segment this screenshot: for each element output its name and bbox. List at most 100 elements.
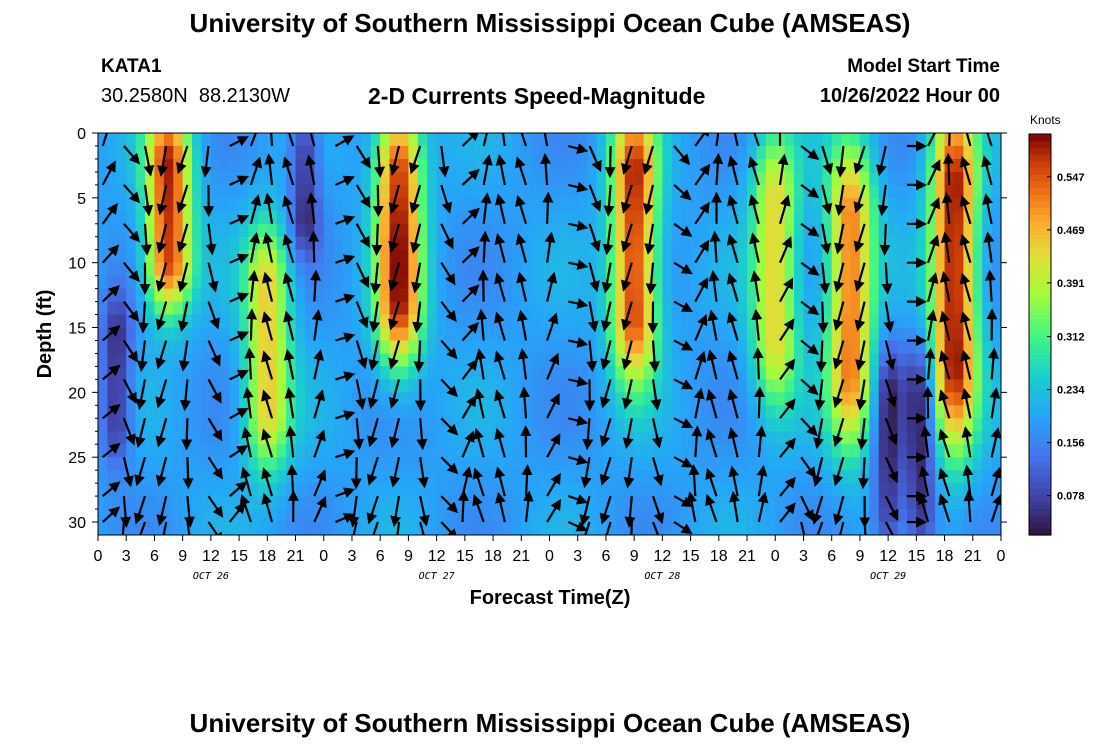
heatmap-cell — [963, 301, 974, 316]
heatmap-cell — [342, 236, 353, 251]
heatmap-cell — [446, 314, 457, 329]
heatmap-cell — [295, 223, 306, 238]
heatmap-cell — [577, 444, 588, 458]
current-arrow — [729, 490, 740, 523]
current-arrow — [249, 156, 263, 186]
colorbar-swatch — [1029, 408, 1051, 416]
current-arrow — [388, 262, 401, 292]
heatmap-cell — [540, 366, 551, 380]
current-arrow — [440, 495, 459, 514]
heatmap-cell — [276, 223, 287, 238]
heatmap-cell — [427, 249, 438, 264]
colorbar-swatch — [1029, 421, 1051, 429]
heatmap-cell — [784, 496, 795, 510]
heatmap-cell — [107, 223, 118, 238]
heatmap-cell — [351, 522, 362, 535]
current-arrow — [102, 404, 121, 420]
heatmap-cell — [370, 483, 381, 497]
heatmap-cell — [427, 210, 438, 225]
heatmap-cell — [925, 366, 936, 380]
current-arrow — [270, 133, 274, 147]
heatmap-cell — [549, 418, 560, 432]
heatmap-cell — [370, 236, 381, 251]
heatmap-cell — [549, 340, 560, 355]
heatmap-cell — [408, 353, 419, 368]
heatmap-cell — [116, 444, 127, 458]
heatmap-cell — [163, 470, 174, 484]
heatmap-cell — [605, 392, 616, 406]
heatmap-cell — [521, 457, 532, 471]
heatmap-cell — [493, 379, 504, 393]
heatmap-cell — [634, 392, 645, 406]
current-arrow — [927, 272, 939, 302]
heatmap-cell — [794, 470, 805, 484]
heatmap-cell — [370, 444, 381, 458]
heatmap-cell — [474, 353, 485, 368]
heatmap-cell — [333, 522, 344, 535]
heatmap-cell — [267, 145, 278, 160]
x-tick-label: 9 — [855, 548, 864, 565]
heatmap-cell — [662, 314, 673, 329]
x-tick-label: 3 — [122, 548, 131, 565]
heatmap-cell — [483, 444, 494, 458]
heatmap-cell — [474, 314, 485, 329]
heatmap-cell — [417, 418, 428, 432]
heatmap-cell — [944, 392, 955, 406]
heatmap-cell — [361, 249, 372, 264]
heatmap-cell — [116, 197, 127, 212]
heatmap-cell — [417, 379, 428, 393]
current-arrow — [102, 364, 121, 381]
current-arrow — [875, 145, 887, 177]
heatmap-cell — [624, 405, 635, 419]
heatmap-cell — [841, 353, 852, 368]
heatmap-cell — [662, 171, 673, 186]
current-arrow — [313, 469, 327, 497]
heatmap-cell — [135, 197, 146, 212]
heatmap-cell — [953, 223, 964, 238]
current-arrow — [207, 495, 224, 518]
current-arrow — [520, 133, 528, 147]
heatmap-cell — [897, 522, 908, 535]
heatmap-cell — [831, 288, 842, 303]
heatmap-cell — [116, 405, 127, 419]
heatmap-cell — [906, 418, 917, 432]
heatmap-cell — [210, 340, 221, 355]
heatmap-cell — [502, 210, 513, 225]
heatmap-cell — [483, 145, 494, 160]
heatmap-cell — [549, 327, 560, 342]
heatmap-cell — [605, 522, 616, 535]
heatmap-cell — [558, 509, 569, 523]
heatmap-cell — [220, 327, 231, 342]
current-arrow — [835, 145, 847, 178]
heatmap-cell — [239, 314, 250, 329]
heatmap-cell — [869, 210, 880, 225]
heatmap-cell — [568, 249, 579, 264]
heatmap-cell — [822, 340, 833, 355]
heatmap-cell — [812, 444, 823, 458]
heatmap-cell — [304, 171, 315, 186]
heatmap-cell — [257, 327, 268, 342]
colorbar-swatch — [1029, 468, 1051, 476]
current-arrow — [694, 133, 711, 147]
heatmap-cell — [220, 340, 231, 355]
heatmap-cell — [135, 314, 146, 329]
heatmap-cell — [972, 444, 983, 458]
heatmap-cell — [972, 249, 983, 264]
current-arrow — [706, 349, 718, 380]
heatmap-cell — [399, 444, 410, 458]
heatmap-cell — [474, 133, 485, 147]
heatmap-cell — [427, 405, 438, 419]
heatmap-cell — [229, 314, 240, 329]
heatmap-cell — [380, 379, 391, 393]
heatmap-cell — [248, 262, 259, 277]
heatmap-cell — [756, 379, 767, 393]
heatmap-cell — [361, 184, 372, 199]
heatmap-cell — [399, 457, 410, 471]
current-arrow — [543, 133, 549, 147]
heatmap-cell — [878, 327, 889, 342]
heatmap-cell — [859, 184, 870, 199]
current-arrow — [519, 386, 531, 419]
heatmap-cell — [605, 496, 616, 510]
heatmap-cell — [935, 171, 946, 186]
heatmap-cell — [333, 171, 344, 186]
